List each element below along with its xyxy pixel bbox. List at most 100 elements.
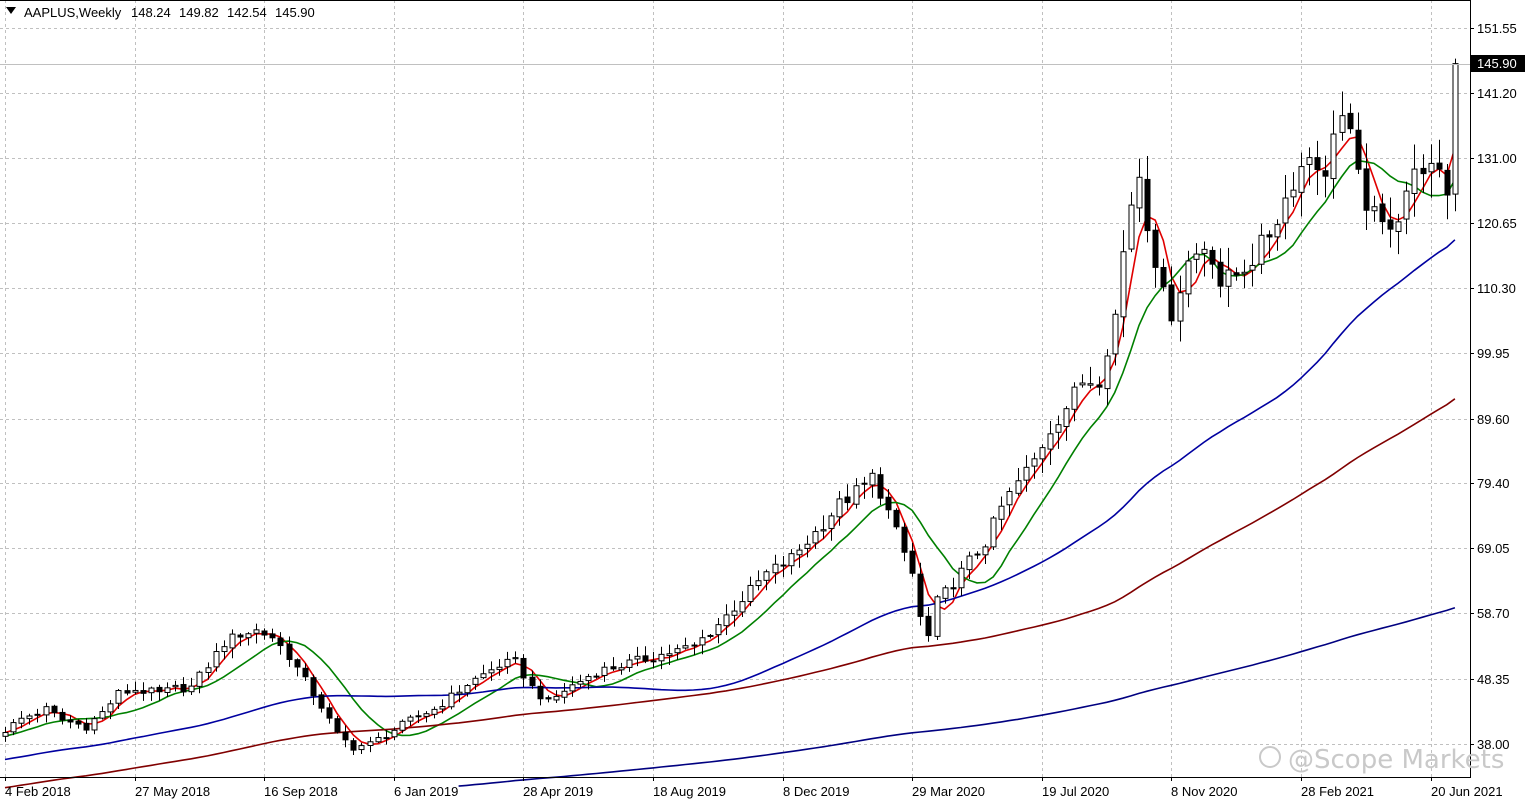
candle-bear — [885, 496, 892, 511]
candle-bull — [115, 690, 122, 704]
candle-bull — [99, 711, 106, 719]
candle-bull — [229, 633, 236, 649]
candle-bull — [861, 482, 868, 485]
candle-bear — [51, 705, 58, 714]
candle-bear — [294, 659, 301, 668]
candle-bull — [1193, 253, 1200, 260]
candle-bull — [1087, 383, 1094, 386]
candle-bull — [739, 601, 746, 613]
candle-bull — [1031, 458, 1038, 467]
time-tick-label: 8 Nov 2020 — [1171, 784, 1238, 799]
candle-bull — [1371, 206, 1378, 212]
candle-bull — [1290, 189, 1297, 198]
candle-bull — [1452, 63, 1459, 195]
candle-bull — [1201, 248, 1208, 254]
candle-bull — [1006, 491, 1013, 506]
candle-bull — [1249, 264, 1256, 271]
candle-bull — [448, 692, 455, 708]
watermark-text: @Scope Markets — [1288, 745, 1504, 775]
candle-bull — [1047, 433, 1054, 450]
candle-bear — [318, 694, 325, 709]
candle-bear — [180, 684, 187, 693]
time-tick-label: 4 Feb 2018 — [5, 784, 71, 799]
candle-bear — [610, 666, 617, 670]
watermark: @Scope Markets — [1259, 745, 1504, 775]
candle-bear — [520, 657, 527, 679]
price-tick-label: 69.05 — [1477, 541, 1510, 556]
candle-bull — [480, 673, 487, 679]
candle-bear — [237, 634, 244, 638]
dropdown-triangle-icon[interactable] — [6, 7, 16, 14]
candle-bull — [148, 687, 155, 694]
candle-bull — [869, 472, 876, 486]
price-tick-label: 131.00 — [1477, 151, 1517, 166]
price-axis[interactable]: 151.55 141.20 131.00 120.65 110.30 99.95 89.60… — [1470, 21, 1517, 752]
candle-bear — [950, 587, 957, 590]
candle-bear — [1436, 162, 1443, 170]
candle-bull — [1403, 190, 1410, 220]
ma-line-200 — [458, 606, 1456, 787]
price-tick-label: 99.95 — [1477, 346, 1510, 361]
candle-bull — [731, 610, 738, 616]
candle-bull — [1023, 466, 1030, 481]
price-tick-label: 89.60 — [1477, 412, 1510, 427]
candle-bull — [1136, 176, 1143, 209]
candle-bull — [10, 722, 17, 733]
candle-bull — [974, 553, 981, 556]
candle-bull — [553, 695, 560, 701]
candle-bull — [585, 676, 592, 682]
candle-bull — [488, 669, 495, 674]
ohlc-close: 145.90 — [275, 5, 315, 20]
candle-bull — [1428, 162, 1435, 173]
current-price-tag: 145.90 — [1471, 55, 1525, 72]
candle-bull — [569, 684, 576, 692]
candle-bull — [1079, 382, 1086, 386]
candle-bull — [577, 680, 584, 685]
candle-bull — [1104, 355, 1111, 390]
candle-bull — [496, 666, 503, 671]
candle-bear — [877, 474, 884, 499]
candle-bull — [966, 555, 973, 571]
time-tick-label: 16 Sep 2018 — [264, 784, 338, 799]
candle-bear — [350, 740, 357, 751]
candle-bull — [213, 651, 220, 668]
candle-bull — [812, 531, 819, 544]
candle-bull — [804, 543, 811, 549]
candle-bear — [269, 633, 276, 639]
candle-bull — [391, 729, 398, 738]
candle-bull — [221, 646, 228, 653]
time-tick-label: 19 Jul 2020 — [1042, 784, 1109, 799]
candle-bull — [601, 666, 608, 676]
candle-bear — [917, 573, 924, 617]
price-tick-label: 58.70 — [1477, 606, 1510, 621]
candle-bull — [666, 653, 673, 657]
candle-bull — [91, 718, 98, 731]
candle-bear — [1144, 178, 1151, 232]
candle-bear — [140, 690, 147, 694]
candle-bear — [925, 615, 932, 637]
candle-bull — [820, 529, 827, 532]
candle-bull — [658, 653, 665, 662]
time-tick-label: 28 Feb 2021 — [1301, 784, 1374, 799]
time-tick-label: 29 Mar 2020 — [912, 784, 985, 799]
candle-bull — [1298, 166, 1305, 193]
candle-bull — [1258, 234, 1265, 265]
candle-bull — [196, 671, 203, 687]
candle-bear — [537, 685, 544, 700]
candle-bull — [415, 715, 422, 718]
time-axis[interactable]: 4 Feb 2018 27 May 2018 16 Sep 2018 6 Jan 20… — [5, 777, 1503, 799]
price-tick-label: 141.20 — [1477, 86, 1517, 101]
candle-bull — [367, 741, 374, 747]
candle-bull — [1128, 204, 1135, 250]
candle-bear — [1209, 249, 1216, 265]
candle-bull — [650, 660, 657, 663]
candle-bear — [545, 697, 552, 700]
candle-bull — [763, 571, 770, 581]
candle-bull — [836, 498, 843, 518]
candle-bull — [1120, 251, 1127, 318]
candle-bull — [188, 685, 195, 693]
weibo-logo-icon — [1259, 746, 1281, 768]
candle-bull — [958, 567, 965, 589]
